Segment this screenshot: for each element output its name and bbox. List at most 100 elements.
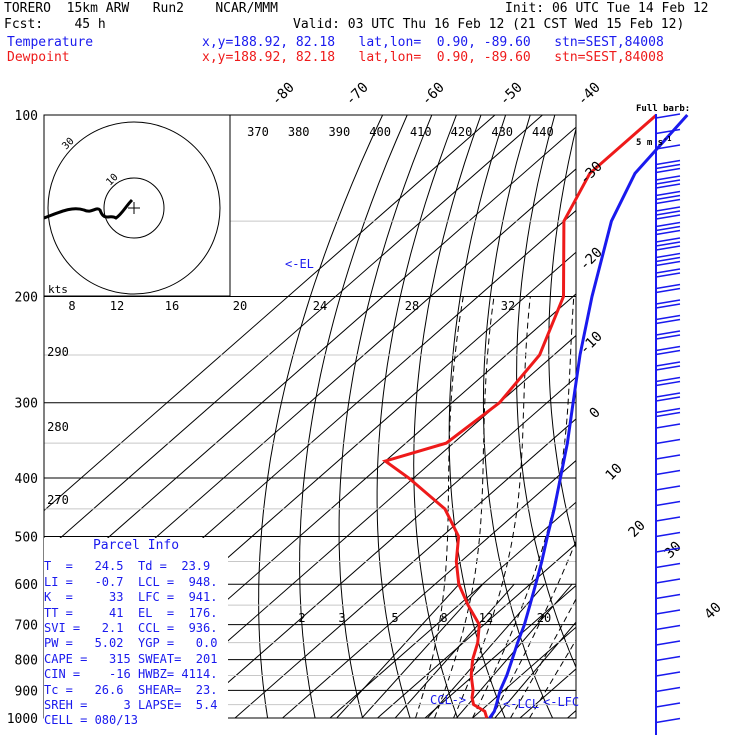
forecast-hour: Fcst: 45 h bbox=[4, 17, 106, 32]
isotherm-line bbox=[424, 584, 576, 718]
moist-label: 24 bbox=[313, 299, 327, 313]
wind-barb bbox=[655, 407, 681, 414]
parcel-info-value: K = 33 bbox=[44, 590, 124, 605]
parcel-info-value: LAPSE= 5.4 bbox=[138, 698, 218, 713]
wind-barbs bbox=[655, 113, 681, 735]
parcel-info-value: CELL = 080/13 bbox=[44, 713, 138, 728]
plot-frame bbox=[43, 114, 577, 719]
parcel-info-row: LI = -0.7 LCL = 948. bbox=[44, 575, 228, 590]
theta-label: 440 bbox=[532, 125, 554, 139]
wind-barb bbox=[655, 516, 681, 522]
wind-key-line1: Full barb: bbox=[636, 104, 691, 114]
dry-adiabat-line bbox=[448, 115, 507, 718]
pressure-tick-label: 300 bbox=[15, 397, 38, 412]
wind-barb bbox=[655, 237, 681, 243]
model-title: TORERO 15km ARW Run2 NCAR/MMM bbox=[4, 1, 278, 16]
moist-adiabat-line bbox=[453, 296, 531, 718]
temperature-profile bbox=[488, 113, 689, 719]
parcel-info-panel: Parcel Info T = 24.5 Td = 23.9 LI = -0.7 LC… bbox=[44, 538, 228, 728]
parcel-info-value: Td = 23.9 bbox=[138, 559, 211, 574]
parcel-info-value: PW = 5.02 bbox=[44, 636, 124, 651]
mixing-ratio-line bbox=[394, 583, 515, 718]
wind-barb bbox=[655, 376, 681, 383]
parcel-info-value: SVI = 2.1 bbox=[44, 621, 124, 636]
hodograph-ring-inner bbox=[103, 177, 165, 239]
wind-barb bbox=[655, 423, 681, 429]
parcel-info-value: HWBZ= 4114. bbox=[138, 667, 218, 682]
el-label: <-EL bbox=[285, 257, 314, 271]
wind-barb bbox=[655, 485, 681, 491]
isotherm-label: 10 bbox=[603, 461, 626, 484]
dry-adiabat-line bbox=[258, 115, 384, 718]
parcel-info-value: LI = -0.7 bbox=[44, 574, 124, 589]
theta-label: 420 bbox=[451, 125, 473, 139]
theta-label: 270 bbox=[47, 493, 69, 507]
ccl-label: CCL-> bbox=[430, 693, 466, 707]
wind-barb bbox=[655, 531, 681, 538]
mixing-ratio-line bbox=[336, 583, 460, 718]
moist-label: 8 bbox=[68, 299, 75, 313]
wind-barb bbox=[655, 256, 681, 263]
parcel-info-row: K = 33 LFC = 941. bbox=[44, 590, 228, 605]
moist-label: 12 bbox=[110, 299, 124, 313]
theta-label: 290 bbox=[47, 345, 69, 359]
wind-barb bbox=[655, 241, 681, 247]
wind-barb bbox=[655, 345, 681, 352]
parcel-info-value: CAPE = 315 bbox=[44, 651, 131, 666]
parcel-info-row: TT = 41 EL = 176. bbox=[44, 606, 228, 621]
wind-barb bbox=[655, 229, 681, 236]
wind-barb bbox=[655, 198, 681, 205]
parcel-info-row: PW = 5.02 YGP = 0.0 bbox=[44, 636, 228, 651]
wind-barb bbox=[655, 454, 681, 460]
dry-adiabat-line bbox=[413, 115, 482, 718]
isotherm-label: -40 bbox=[575, 80, 604, 109]
wind-barb bbox=[655, 303, 681, 309]
wind-barb bbox=[655, 392, 681, 398]
wind-barb bbox=[655, 334, 681, 340]
wind-barb bbox=[655, 175, 681, 181]
isotherm-label: -80 bbox=[269, 80, 298, 109]
wind-barb bbox=[655, 221, 681, 228]
wind-barb bbox=[655, 349, 681, 356]
wind-barb bbox=[655, 283, 681, 290]
parcel-info-value: Tc = 26.6 bbox=[44, 682, 124, 697]
wind-barb bbox=[655, 671, 681, 677]
wind-barb bbox=[655, 562, 681, 569]
wind-key: Full barb: 5 m s-1 bbox=[636, 84, 690, 158]
moist-label: 20 bbox=[233, 299, 247, 313]
isotherm-line bbox=[329, 501, 576, 718]
isotherm-line bbox=[377, 543, 576, 718]
hodograph-units: kts bbox=[48, 283, 68, 296]
wind-barb bbox=[655, 411, 681, 418]
mixing-ratio-label: 8 bbox=[440, 611, 447, 625]
wind-barb bbox=[655, 299, 681, 305]
pressure-tick-label: 700 bbox=[15, 619, 38, 634]
init-time: Init: 06 UTC Tue 14 Feb 12 bbox=[505, 1, 709, 16]
theta-label: 430 bbox=[491, 125, 513, 139]
mixing-ratio-line bbox=[427, 583, 546, 718]
isotherm-line bbox=[282, 459, 576, 718]
mixing-ratio-label: 5 bbox=[391, 611, 398, 625]
isotherm-line bbox=[234, 418, 576, 718]
dry-adiabat-line bbox=[299, 115, 408, 718]
isotherm-line bbox=[44, 115, 496, 512]
parcel-info-title: Parcel Info bbox=[92, 538, 180, 553]
theta-label: 390 bbox=[329, 125, 351, 139]
parcel-info-value: EL = 176. bbox=[138, 605, 218, 620]
wind-barb bbox=[655, 361, 681, 367]
wind-barb bbox=[655, 609, 681, 615]
parcel-info-value: LFC = 941. bbox=[138, 590, 218, 605]
wind-barb bbox=[655, 190, 681, 197]
wind-barb bbox=[655, 245, 681, 251]
dry-adiabat-line bbox=[516, 115, 576, 669]
parcel-info-row: CIN = -16 HWBZ= 4114. bbox=[44, 667, 228, 682]
isotherm-label: -60 bbox=[419, 80, 448, 109]
wind-key-line2: 5 m s-1 bbox=[636, 135, 672, 148]
isotherm-line bbox=[44, 126, 576, 595]
dry-adiabat-line bbox=[668, 115, 740, 718]
mixing-ratio-line bbox=[361, 583, 484, 718]
hodograph-ring-outer bbox=[47, 121, 221, 295]
wind-barb bbox=[655, 210, 681, 216]
isotherm-line bbox=[615, 115, 740, 718]
